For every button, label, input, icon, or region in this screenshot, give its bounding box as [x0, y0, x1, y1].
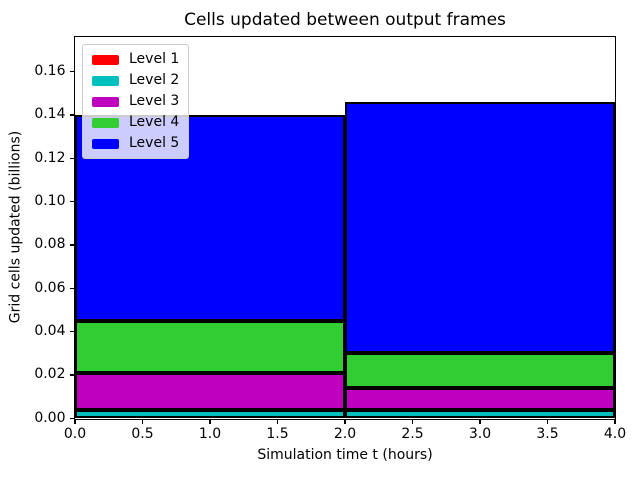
- legend-entry-level-1: Level 1: [92, 49, 179, 70]
- legend: Level 1 Level 2 Level 3 Level 4 Level 5: [82, 44, 190, 159]
- x-tick-label: 1.0: [198, 426, 222, 442]
- x-tick-mark: [141, 419, 144, 424]
- legend-swatch-level-1: [92, 54, 119, 65]
- y-tick-mark: [69, 114, 74, 116]
- legend-label: Level 3: [129, 93, 180, 109]
- legend-label: Level 5: [129, 135, 180, 151]
- y-tick-mark: [69, 287, 74, 289]
- y-tick-label: 0.10: [34, 193, 66, 210]
- x-tick-mark: [209, 419, 211, 424]
- x-tick-mark: [614, 419, 616, 424]
- x-tick-label: 2.0: [333, 426, 357, 442]
- x-tick-label: 3.0: [468, 426, 492, 442]
- y-tick-mark: [69, 157, 74, 159]
- legend-entry-level-4: Level 4: [92, 112, 179, 133]
- y-tick-mark: [69, 201, 74, 203]
- y-tick-mark: [69, 374, 74, 376]
- chart-title: Cells updated between output frames: [184, 10, 506, 30]
- x-tick-mark: [479, 419, 481, 424]
- y-tick-label: 0.16: [34, 63, 66, 80]
- bar-segment-level-5-bar2: [345, 101, 615, 354]
- y-tick-mark: [69, 244, 74, 246]
- legend-label: Level 2: [129, 72, 180, 88]
- x-axis-label: Simulation time t (hours): [257, 447, 433, 463]
- bar-segment-level-2-bar2: [345, 409, 615, 419]
- y-tick-label: 0.14: [34, 106, 66, 123]
- y-tick-label: 0.04: [34, 323, 66, 340]
- legend-swatch-level-2: [92, 75, 119, 86]
- y-tick-label: 0.02: [34, 366, 66, 383]
- x-tick-mark: [276, 419, 279, 424]
- y-axis-label: Grid cells updated (billions): [7, 130, 24, 324]
- x-tick-mark: [344, 419, 346, 424]
- legend-entry-level-3: Level 3: [92, 91, 179, 112]
- y-tick-label: 0.08: [34, 236, 66, 253]
- legend-label: Level 4: [129, 114, 180, 130]
- x-tick-label: 3.5: [536, 426, 559, 442]
- bar-segment-level-3-bar1: [75, 372, 345, 410]
- x-tick-mark: [74, 419, 76, 424]
- y-tick-mark: [69, 331, 74, 333]
- legend-label: Level 1: [129, 51, 180, 67]
- legend-swatch-level-5: [92, 138, 119, 149]
- y-tick-mark: [69, 71, 74, 73]
- legend-swatch-level-3: [92, 96, 119, 107]
- legend-entry-level-5: Level 5: [92, 133, 179, 154]
- y-tick-mark: [69, 417, 74, 419]
- bar-segment-level-4-bar2: [345, 353, 615, 388]
- legend-swatch-level-4: [92, 117, 119, 128]
- bar-segment-level-3-bar2: [345, 387, 615, 410]
- bar-segment-level-4-bar1: [75, 320, 345, 373]
- legend-entry-level-2: Level 2: [92, 70, 179, 91]
- x-tick-label: 4.0: [603, 426, 627, 442]
- x-tick-label: 2.5: [401, 426, 424, 442]
- x-tick-mark: [546, 419, 549, 424]
- x-tick-label: 0.0: [63, 426, 87, 442]
- bar-segment-level-2-bar1: [75, 409, 345, 419]
- y-tick-label: 0.12: [34, 149, 66, 166]
- x-tick-label: 1.5: [266, 426, 289, 442]
- x-tick-mark: [411, 419, 414, 424]
- y-tick-label: 0.06: [34, 279, 66, 296]
- y-tick-label: 0.00: [34, 409, 66, 426]
- x-tick-label: 0.5: [131, 426, 154, 442]
